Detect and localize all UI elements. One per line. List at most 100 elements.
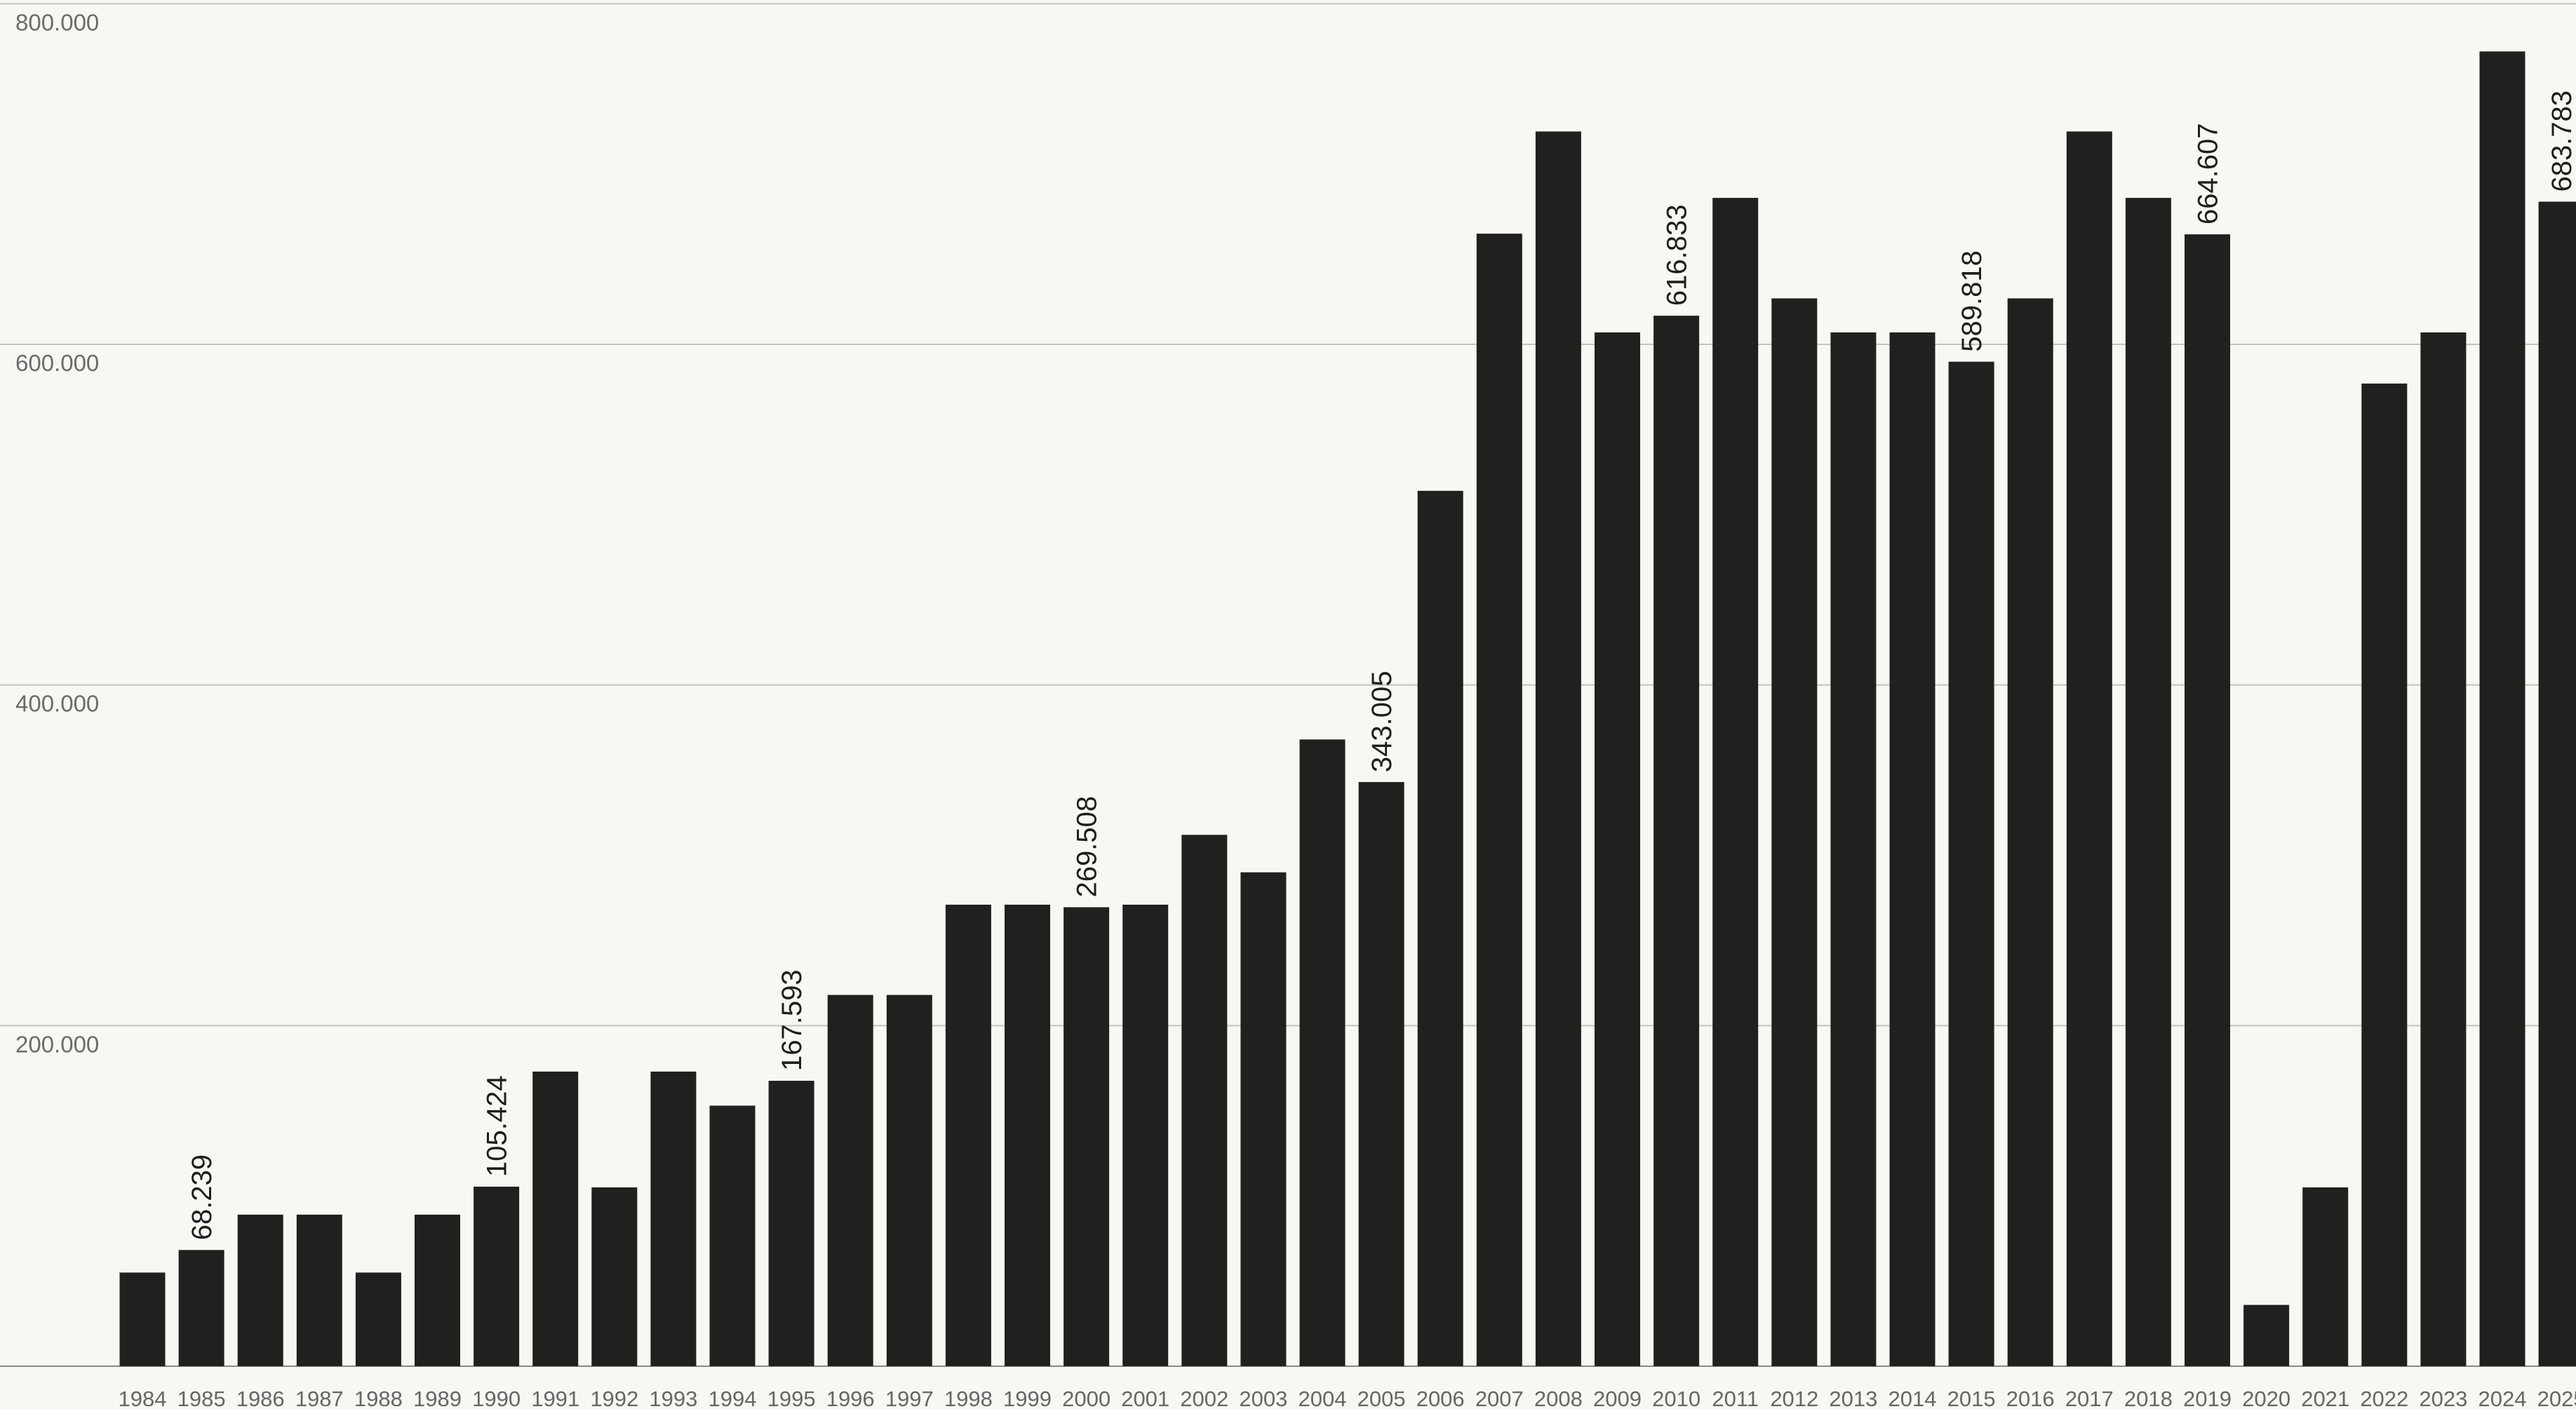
x-tick-label: 2019 <box>2183 1387 2232 1409</box>
x-tick-label: 2021 <box>2301 1387 2349 1409</box>
x-tick-label: 2016 <box>2006 1387 2055 1409</box>
x-tick-label: 2009 <box>1593 1387 1642 1409</box>
y-tick-label: 200.000 <box>15 1031 99 1057</box>
bar <box>2302 1187 2349 1366</box>
data-label: 589.818 <box>1957 250 1987 352</box>
x-tick-label: 2001 <box>1121 1387 1169 1409</box>
bar <box>2243 1304 2290 1366</box>
bar <box>1181 835 1228 1366</box>
bar <box>2185 234 2230 1366</box>
bar <box>474 1186 520 1366</box>
bar <box>1653 316 1700 1366</box>
x-tick-label: 2013 <box>1829 1387 1877 1409</box>
bar <box>886 995 932 1366</box>
bar <box>2538 201 2576 1367</box>
x-tick-label: 1992 <box>590 1387 638 1409</box>
data-label: 616.833 <box>1662 205 1693 306</box>
bar <box>532 1071 579 1366</box>
x-tick-label: 2005 <box>1357 1387 1406 1409</box>
data-label: 105.424 <box>482 1075 513 1177</box>
bar <box>1535 131 1581 1366</box>
bar <box>1005 904 1050 1366</box>
x-tick-label: 2010 <box>1652 1387 1700 1409</box>
x-tick-label: 1991 <box>531 1387 579 1409</box>
bar <box>2479 51 2525 1367</box>
bar <box>1122 904 1169 1366</box>
x-tick-label: 2018 <box>2124 1387 2173 1409</box>
data-label-layer: 68.239 105.424 167.593 269.508 343.005 616.83… <box>187 90 2576 1240</box>
bar <box>2361 383 2408 1366</box>
bar <box>1595 332 1640 1366</box>
x-tick-label: 1987 <box>295 1387 344 1409</box>
bar <box>709 1105 756 1366</box>
data-label: 343.005 <box>1367 670 1397 772</box>
x-tick-label: 2000 <box>1062 1387 1111 1409</box>
bar <box>1358 782 1404 1366</box>
x-tick-label: 2014 <box>1889 1387 1937 1409</box>
bar <box>2125 198 2171 1366</box>
y-axis: 200.000 400.000 600.000 800.000 <box>15 9 99 1057</box>
x-tick-label: 2011 <box>1712 1387 1759 1409</box>
bar-layer <box>119 51 2576 1367</box>
bar <box>2066 131 2112 1366</box>
bar <box>591 1187 638 1366</box>
x-tick-label: 2022 <box>2360 1387 2408 1409</box>
bar <box>1771 298 1818 1366</box>
x-tick-label: 1994 <box>709 1387 757 1409</box>
bar <box>1064 907 1110 1366</box>
x-tick-label: 1998 <box>944 1387 993 1409</box>
x-tick-label: 2024 <box>2478 1387 2527 1409</box>
x-tick-label: 2015 <box>1947 1387 1996 1409</box>
y-tick-label: 400.000 <box>15 691 99 717</box>
x-tick-label: 1990 <box>472 1387 521 1409</box>
x-tick-label: 1993 <box>649 1387 697 1409</box>
x-tick-label: 2007 <box>1475 1387 1524 1409</box>
bar <box>237 1214 283 1366</box>
x-tick-label: 1999 <box>1003 1387 1052 1409</box>
bar <box>1476 234 1522 1366</box>
data-label: 269.508 <box>1072 796 1103 898</box>
x-tick-label: 2023 <box>2419 1387 2467 1409</box>
x-tick-label: 2008 <box>1534 1387 1583 1409</box>
bar <box>945 904 991 1366</box>
x-tick-label: 2012 <box>1770 1387 1818 1409</box>
x-tick-label: 1988 <box>354 1387 403 1409</box>
bar <box>2007 298 2053 1366</box>
bar <box>178 1250 224 1366</box>
x-tick-label: 2020 <box>2242 1387 2290 1409</box>
x-tick-label: 2025 <box>2537 1387 2576 1409</box>
data-label: 167.593 <box>777 969 807 1071</box>
x-tick-label: 2006 <box>1416 1387 1465 1409</box>
bar <box>119 1272 166 1366</box>
bar <box>2420 332 2467 1366</box>
bar <box>296 1214 342 1366</box>
x-tick-label: 1985 <box>177 1387 226 1409</box>
data-label: 68.239 <box>187 1154 217 1240</box>
y-tick-label: 800.000 <box>15 9 99 35</box>
bar <box>355 1272 401 1366</box>
x-tick-label: 1984 <box>119 1387 167 1409</box>
x-tick-label: 2017 <box>2065 1387 2114 1409</box>
x-tick-label: 1995 <box>767 1387 816 1409</box>
bar <box>1712 198 1759 1366</box>
x-axis: 1984 1985 1986 1987 1988 1989 1990 1991 1992 1993… <box>119 1387 2576 1409</box>
y-tick-label: 600.000 <box>15 350 99 376</box>
bar <box>1240 872 1287 1366</box>
bar <box>827 995 873 1366</box>
x-tick-label: 2004 <box>1299 1387 1347 1409</box>
data-label: 664.607 <box>2193 123 2224 225</box>
bar <box>1417 490 1463 1366</box>
x-tick-label: 1996 <box>826 1387 875 1409</box>
x-tick-label: 2003 <box>1239 1387 1287 1409</box>
data-label: 683.783 <box>2547 90 2576 192</box>
x-tick-label: 1997 <box>885 1387 934 1409</box>
bar <box>1299 739 1346 1366</box>
bar <box>768 1081 814 1366</box>
x-tick-label: 2002 <box>1180 1387 1228 1409</box>
bar <box>1889 332 1936 1366</box>
bar <box>1830 332 1877 1366</box>
bar <box>415 1214 460 1366</box>
x-tick-label: 1986 <box>236 1387 285 1409</box>
